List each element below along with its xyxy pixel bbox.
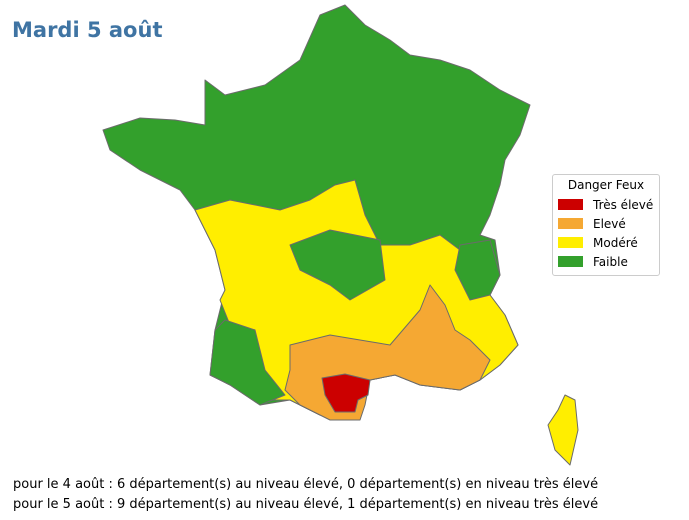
region-faible <box>454 239 501 301</box>
corsica <box>547 394 579 466</box>
region-tres-eleve <box>321 373 371 413</box>
legend-item: Elevé <box>553 214 659 233</box>
legend-item: Modéré <box>553 233 659 252</box>
legend-swatch <box>558 199 583 210</box>
region-faible <box>209 319 286 406</box>
legend-swatch <box>558 256 583 267</box>
legend: Danger Feux Très élevé Elevé Modéré Faible <box>552 174 660 276</box>
legend-swatch <box>558 237 583 248</box>
region-faible <box>289 229 386 301</box>
legend-label: Très élevé <box>593 197 654 212</box>
legend-item: Très élevé <box>553 195 659 214</box>
legend-item: Faible <box>553 252 659 271</box>
legend-label: Modéré <box>593 235 638 250</box>
legend-label: Faible <box>593 254 628 269</box>
legend-title: Danger Feux <box>567 178 645 192</box>
legend-swatch <box>558 218 583 229</box>
title: Mardi 5 août <box>12 18 163 42</box>
footer-line: pour le 5 août : 9 département(s) au niv… <box>13 497 599 512</box>
footer-line: pour le 4 août : 6 département(s) au niv… <box>13 477 599 492</box>
legend-label: Elevé <box>593 216 626 231</box>
